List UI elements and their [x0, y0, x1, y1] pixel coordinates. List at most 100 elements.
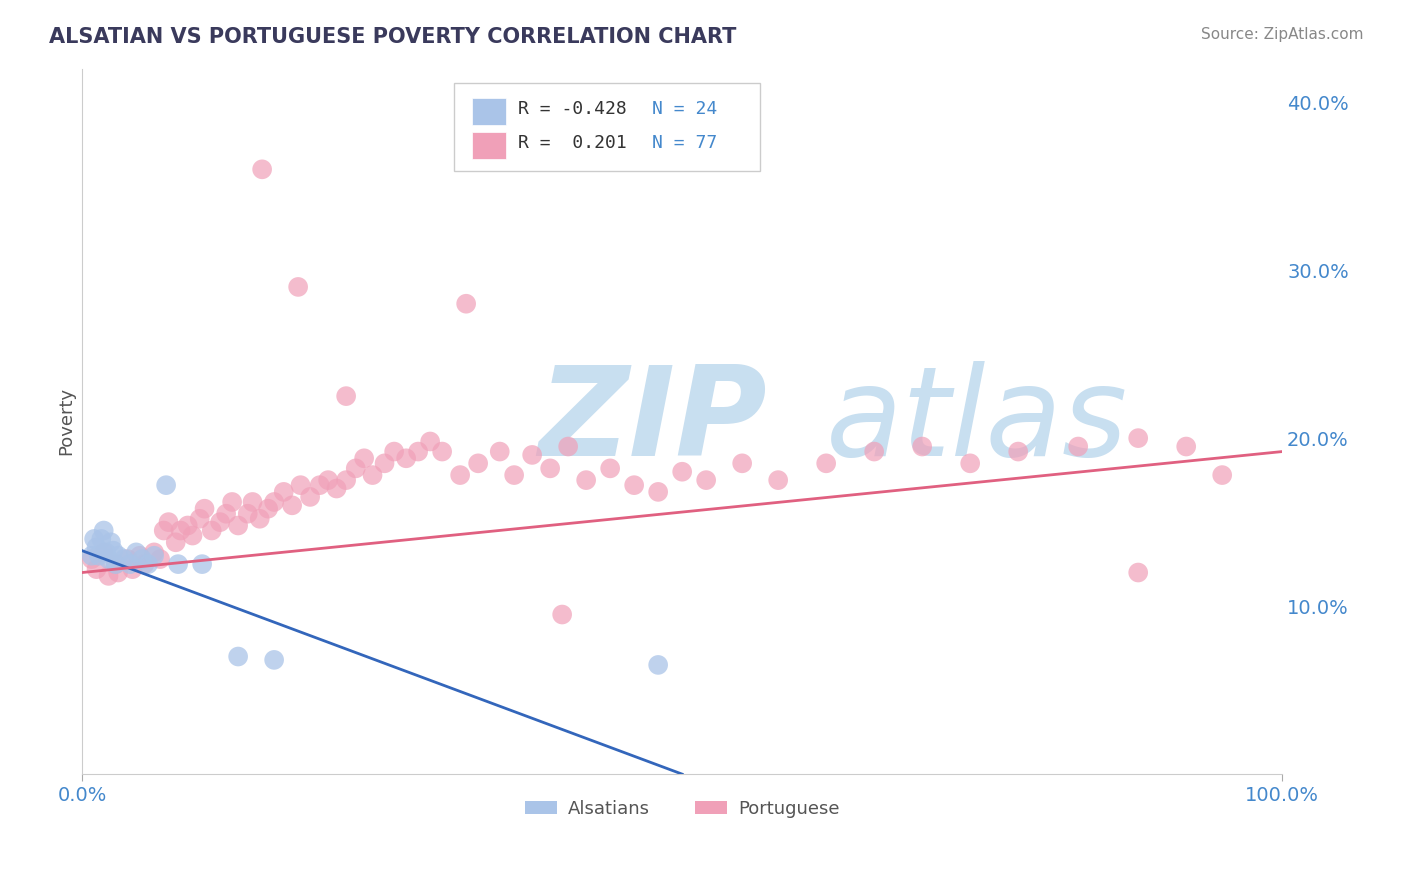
Point	[250, 162, 273, 177]
Text: Source: ZipAtlas.com: Source: ZipAtlas.com	[1201, 27, 1364, 42]
Point	[520, 448, 543, 462]
Point	[97, 569, 120, 583]
Point	[155, 478, 177, 492]
FancyBboxPatch shape	[472, 132, 506, 159]
Point	[86, 541, 108, 555]
Point	[104, 557, 127, 571]
Point	[215, 507, 238, 521]
Point	[419, 434, 441, 449]
Point	[90, 532, 112, 546]
Point	[97, 552, 120, 566]
Point	[120, 557, 142, 571]
Point	[263, 495, 285, 509]
Point	[731, 456, 754, 470]
Point	[467, 456, 489, 470]
Point	[959, 456, 981, 470]
Text: R =  0.201: R = 0.201	[517, 135, 627, 153]
Text: N = 77: N = 77	[652, 135, 717, 153]
Point	[557, 440, 579, 454]
Point	[209, 515, 232, 529]
Point	[143, 545, 166, 559]
Point	[287, 280, 309, 294]
Point	[257, 501, 280, 516]
Point	[107, 566, 129, 580]
Point	[671, 465, 693, 479]
Point	[695, 473, 717, 487]
Point	[177, 518, 200, 533]
Point	[103, 543, 125, 558]
Point	[263, 653, 285, 667]
Point	[149, 552, 172, 566]
Point	[93, 545, 115, 559]
Point	[242, 495, 264, 509]
Point	[599, 461, 621, 475]
Point	[344, 461, 367, 475]
Point	[766, 473, 789, 487]
Point	[125, 545, 148, 559]
Point	[406, 444, 429, 458]
Text: ALSATIAN VS PORTUGUESE POVERTY CORRELATION CHART: ALSATIAN VS PORTUGUESE POVERTY CORRELATI…	[49, 27, 737, 46]
Point	[538, 461, 561, 475]
Point	[83, 532, 105, 546]
Point	[456, 296, 478, 310]
Point	[80, 549, 103, 563]
Point	[1128, 566, 1150, 580]
Point	[911, 440, 934, 454]
Point	[80, 552, 103, 566]
Point	[316, 473, 339, 487]
Point	[169, 524, 191, 538]
Text: ZIP: ZIP	[538, 361, 766, 482]
Point	[374, 456, 396, 470]
Point	[226, 649, 249, 664]
Point	[226, 518, 249, 533]
Point	[87, 549, 110, 563]
Point	[335, 473, 357, 487]
Point	[107, 549, 129, 563]
Point	[249, 512, 271, 526]
Point	[191, 557, 214, 571]
Point	[181, 528, 204, 542]
Point	[236, 507, 259, 521]
Point	[165, 535, 187, 549]
Point	[201, 524, 224, 538]
Point	[361, 468, 384, 483]
Point	[1067, 440, 1090, 454]
Point	[94, 545, 117, 559]
Point	[93, 524, 115, 538]
Point	[1128, 431, 1150, 445]
Point	[647, 657, 669, 672]
Point	[815, 456, 838, 470]
Point	[647, 484, 669, 499]
Legend: Alsatians, Portuguese: Alsatians, Portuguese	[517, 793, 846, 825]
Point	[863, 444, 886, 458]
Point	[503, 468, 526, 483]
Text: N = 24: N = 24	[652, 101, 717, 119]
Point	[134, 557, 156, 571]
Point	[382, 444, 405, 458]
Point	[112, 552, 135, 566]
Text: R = -0.428: R = -0.428	[517, 101, 627, 119]
Point	[353, 451, 375, 466]
Point	[100, 535, 122, 549]
Point	[290, 478, 312, 492]
Point	[117, 552, 139, 566]
Point	[131, 552, 153, 566]
Point	[299, 490, 322, 504]
Y-axis label: Poverty: Poverty	[58, 387, 75, 456]
Point	[1211, 468, 1233, 483]
Point	[1175, 440, 1198, 454]
Point	[395, 451, 418, 466]
FancyBboxPatch shape	[472, 98, 506, 125]
Point	[575, 473, 598, 487]
Point	[449, 468, 471, 483]
Point	[167, 557, 190, 571]
Point	[221, 495, 243, 509]
Point	[430, 444, 453, 458]
Point	[1007, 444, 1029, 458]
Point	[121, 562, 143, 576]
Point	[128, 549, 150, 563]
Point	[86, 562, 108, 576]
Point	[335, 389, 357, 403]
Point	[157, 515, 180, 529]
Point	[308, 478, 330, 492]
